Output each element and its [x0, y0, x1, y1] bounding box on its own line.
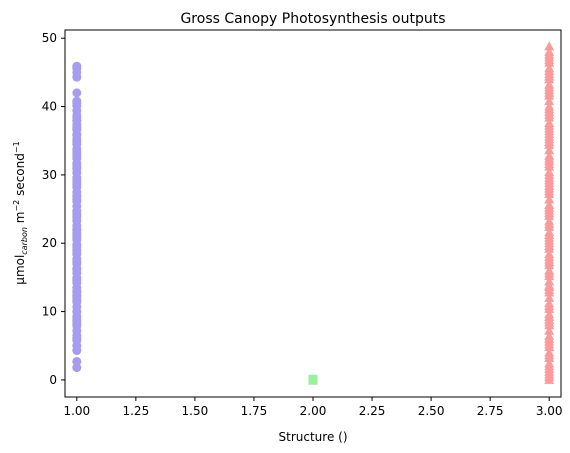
data-point [72, 363, 82, 373]
data-point [544, 268, 555, 278]
data-point [544, 137, 555, 147]
x-tick-label: 2.00 [300, 404, 327, 418]
data-point [544, 202, 555, 212]
data-point [544, 109, 555, 119]
data-point [544, 194, 555, 204]
series-1 [72, 61, 82, 373]
data-point [544, 186, 555, 196]
y-tick-label: 10 [42, 305, 57, 319]
data-point [308, 375, 318, 385]
data-point [544, 208, 555, 218]
y-tick-label: 0 [49, 373, 57, 387]
data-point [544, 104, 555, 114]
data-point [72, 151, 82, 161]
y-label-prefix: μmol [13, 255, 27, 285]
data-point [544, 230, 555, 240]
x-tick-label: 2.25 [359, 404, 386, 418]
data-point [544, 301, 555, 311]
data-point [72, 246, 82, 256]
y-label-middle2: second [13, 153, 27, 200]
series-2 [308, 374, 318, 385]
data-point [72, 112, 82, 122]
x-axis: 1.00 1.25 1.50 1.75 2.00 2.25 2.50 2.75 3.00 [63, 397, 563, 418]
data-point [544, 55, 555, 65]
chart-title: Gross Canopy Photosynthesis outputs [180, 11, 445, 27]
data-point [544, 175, 555, 185]
data-point [544, 126, 555, 136]
data-point [72, 123, 82, 133]
data-point [72, 275, 82, 285]
data-marks [72, 41, 555, 385]
y-tick-label: 40 [42, 100, 57, 114]
data-point [544, 361, 555, 371]
data-point [72, 136, 82, 146]
data-point [544, 317, 555, 327]
data-point [544, 120, 555, 130]
data-point [72, 356, 82, 366]
data-point [544, 145, 555, 155]
data-point [72, 333, 82, 343]
y-tick-label: 30 [42, 168, 57, 182]
data-point [72, 233, 82, 243]
y-tick-label: 50 [42, 31, 57, 45]
data-point [544, 280, 555, 290]
y-axis-label: μmolcarbon m−2 second−1 [12, 141, 29, 284]
data-point [544, 325, 555, 335]
data-point [544, 251, 555, 261]
x-tick-label: 1.50 [182, 404, 209, 418]
data-point [544, 219, 555, 229]
data-point [544, 49, 555, 59]
data-point [544, 240, 555, 250]
x-tick-label: 2.50 [418, 404, 445, 418]
y-label-sup1: −2 [12, 200, 21, 212]
data-point [544, 66, 555, 76]
data-point [72, 179, 82, 189]
data-point [72, 290, 82, 300]
data-point [544, 372, 555, 382]
data-point [544, 87, 555, 97]
data-point [544, 235, 555, 245]
data-point [544, 366, 555, 376]
y-tick-label: 20 [42, 236, 57, 250]
x-tick-label: 3.00 [536, 404, 563, 418]
data-point [544, 131, 555, 141]
data-point [544, 180, 555, 190]
data-point [544, 96, 555, 106]
data-point [544, 339, 555, 349]
x-tick-label: 1.25 [122, 404, 149, 418]
data-point [72, 130, 82, 140]
data-point [544, 292, 555, 302]
data-point [544, 153, 555, 163]
data-point [72, 319, 82, 329]
y-label-subscript: carbon [20, 227, 29, 255]
x-tick-label: 2.75 [477, 404, 504, 418]
data-point [544, 257, 555, 267]
data-point [544, 312, 555, 322]
x-tick-label: 1.00 [63, 404, 90, 418]
data-point [72, 61, 82, 71]
data-point [72, 212, 82, 222]
data-point [544, 158, 555, 168]
y-axis: 0 10 20 30 40 50 [42, 31, 65, 387]
data-point [544, 169, 555, 179]
data-point [544, 41, 555, 51]
data-point [544, 333, 555, 343]
data-point [72, 265, 82, 275]
y-label-middle: m [13, 212, 27, 228]
series-3 [544, 41, 555, 384]
data-point [72, 98, 82, 108]
y-label-sup2: −1 [12, 141, 21, 153]
x-tick-label: 1.75 [241, 404, 268, 418]
data-point [544, 71, 555, 81]
data-point [544, 350, 555, 360]
data-point [72, 164, 82, 174]
data-point [72, 257, 82, 267]
x-axis-label: Structure () [279, 430, 348, 444]
data-point [72, 194, 82, 204]
data-point [544, 82, 555, 92]
data-point [72, 88, 82, 98]
